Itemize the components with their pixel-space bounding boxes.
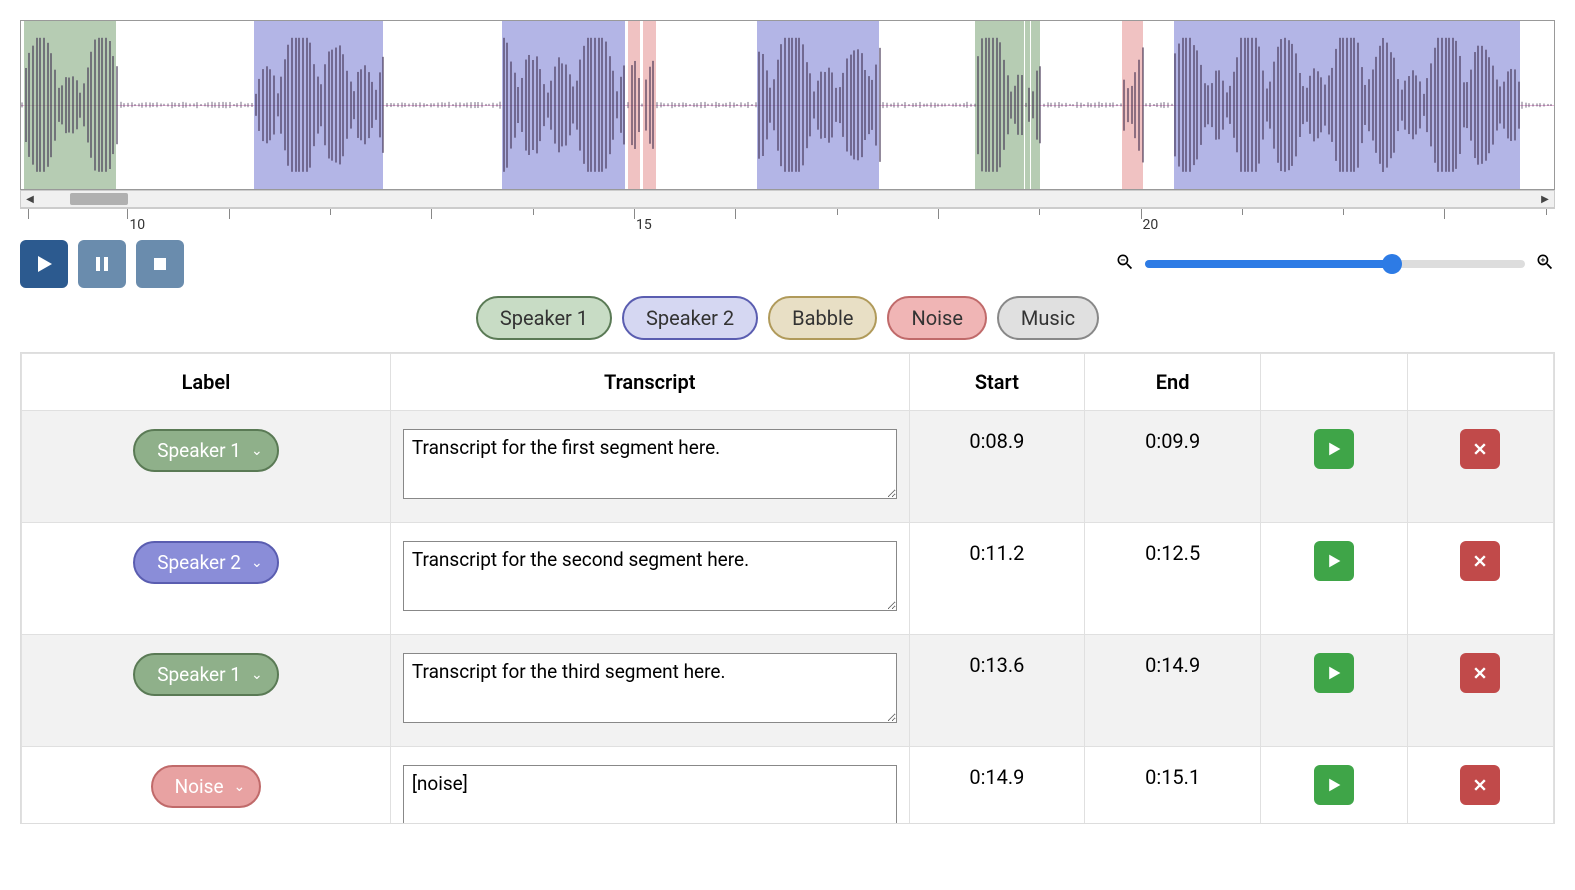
zoom-slider-fill	[1145, 260, 1392, 268]
play-button[interactable]	[20, 240, 68, 288]
row-play-button[interactable]	[1314, 541, 1354, 581]
play-icon	[1326, 665, 1342, 681]
scroll-right-arrow[interactable]: ▶	[1536, 191, 1554, 207]
label-select-text: Speaker 2	[157, 551, 241, 574]
ruler-tick	[735, 209, 736, 219]
label-pills-row: Speaker 1Speaker 2BabbleNoiseMusic	[0, 296, 1575, 340]
label-select[interactable]: Speaker 1 ⌄	[133, 653, 278, 696]
label-select[interactable]: Speaker 1 ⌄	[133, 429, 278, 472]
pause-button[interactable]	[78, 240, 126, 288]
segment-end-time: 0:12.5	[1085, 523, 1261, 635]
row-delete-button[interactable]	[1460, 429, 1500, 469]
label-select-text: Speaker 1	[157, 663, 241, 686]
col-header-play	[1261, 354, 1407, 411]
transcript-input[interactable]	[403, 653, 897, 723]
row-delete-button[interactable]	[1460, 541, 1500, 581]
time-ruler: 10 15 20	[20, 208, 1555, 236]
col-header-end: End	[1085, 354, 1261, 411]
waveform-hscroll[interactable]: ◀ ▶	[20, 190, 1555, 208]
col-header-start: Start	[909, 354, 1085, 411]
col-header-delete	[1407, 354, 1554, 411]
row-delete-button[interactable]	[1460, 765, 1500, 805]
ruler-label: 10	[129, 217, 145, 233]
scroll-thumb[interactable]	[70, 193, 128, 205]
chevron-down-icon: ⌄	[251, 667, 263, 683]
table-row: Speaker 1 ⌄ 0:13.60:14.9	[22, 635, 1554, 747]
row-play-button[interactable]	[1314, 765, 1354, 805]
ruler-tick	[634, 209, 635, 219]
segment-start-time: 0:08.9	[909, 411, 1085, 523]
ruler-tick	[28, 209, 29, 219]
label-pill-babble[interactable]: Babble	[768, 296, 877, 340]
transcript-input[interactable]	[403, 541, 897, 611]
label-select[interactable]: Speaker 2 ⌄	[133, 541, 278, 584]
label-pill-music[interactable]: Music	[997, 296, 1099, 340]
row-play-button[interactable]	[1314, 653, 1354, 693]
segment-end-time: 0:14.9	[1085, 635, 1261, 747]
scroll-left-arrow[interactable]: ◀	[21, 191, 39, 207]
row-play-button[interactable]	[1314, 429, 1354, 469]
table-row: Speaker 2 ⌄ 0:11.20:12.5	[22, 523, 1554, 635]
label-select-text: Noise	[175, 775, 224, 798]
ruler-tick	[1444, 209, 1445, 219]
playback-controls	[20, 240, 184, 288]
play-icon	[1326, 777, 1342, 793]
ruler-tick	[1039, 209, 1040, 215]
stop-icon	[150, 254, 170, 274]
label-pill-noise[interactable]: Noise	[887, 296, 986, 340]
segment-end-time: 0:15.1	[1085, 747, 1261, 825]
segment-start-time: 0:11.2	[909, 523, 1085, 635]
label-pill-speaker-2[interactable]: Speaker 2	[622, 296, 758, 340]
ruler-tick	[1242, 209, 1243, 215]
chevron-down-icon: ⌄	[234, 779, 246, 795]
ruler-tick	[1141, 209, 1142, 219]
ruler-tick	[229, 209, 230, 219]
ruler-tick	[330, 209, 331, 215]
zoom-out-icon[interactable]	[1115, 252, 1135, 277]
label-select-text: Speaker 1	[157, 439, 241, 462]
transcript-input[interactable]	[403, 765, 897, 824]
ruler-tick	[837, 209, 838, 215]
transcript-input[interactable]	[403, 429, 897, 499]
zoom-in-icon[interactable]	[1535, 252, 1555, 277]
col-header-transcript: Transcript	[390, 354, 909, 411]
ruler-tick	[127, 209, 128, 219]
table-row: Speaker 1 ⌄ 0:08.90:09.9	[22, 411, 1554, 523]
zoom-controls	[1115, 252, 1555, 277]
chevron-down-icon: ⌄	[251, 443, 263, 459]
pause-icon	[92, 254, 112, 274]
close-icon	[1472, 665, 1488, 681]
ruler-tick	[533, 209, 534, 215]
label-pill-speaker-1[interactable]: Speaker 1	[476, 296, 612, 340]
play-icon	[34, 254, 54, 274]
table-row: Noise ⌄ 0:14.90:15.1	[22, 747, 1554, 825]
segments-table: Label Transcript Start End Speaker 1 ⌄ 0:0…	[21, 353, 1554, 824]
close-icon	[1472, 441, 1488, 457]
ruler-tick	[431, 209, 432, 219]
play-icon	[1326, 441, 1342, 457]
ruler-label: 15	[636, 217, 652, 233]
segments-table-container: Label Transcript Start End Speaker 1 ⌄ 0:0…	[20, 352, 1555, 824]
zoom-slider-thumb[interactable]	[1382, 254, 1402, 274]
ruler-label: 20	[1143, 217, 1159, 233]
stop-button[interactable]	[136, 240, 184, 288]
zoom-slider[interactable]	[1145, 260, 1525, 268]
chevron-down-icon: ⌄	[251, 555, 263, 571]
ruler-tick	[1546, 209, 1547, 215]
play-icon	[1326, 553, 1342, 569]
label-select[interactable]: Noise ⌄	[151, 765, 262, 808]
segment-start-time: 0:14.9	[909, 747, 1085, 825]
ruler-tick	[1343, 209, 1344, 215]
segment-end-time: 0:09.9	[1085, 411, 1261, 523]
col-header-label: Label	[22, 354, 391, 411]
ruler-tick	[938, 209, 939, 219]
close-icon	[1472, 777, 1488, 793]
segment-start-time: 0:13.6	[909, 635, 1085, 747]
row-delete-button[interactable]	[1460, 653, 1500, 693]
controls-row	[20, 240, 1555, 288]
waveform-panel[interactable]	[20, 20, 1555, 190]
close-icon	[1472, 553, 1488, 569]
